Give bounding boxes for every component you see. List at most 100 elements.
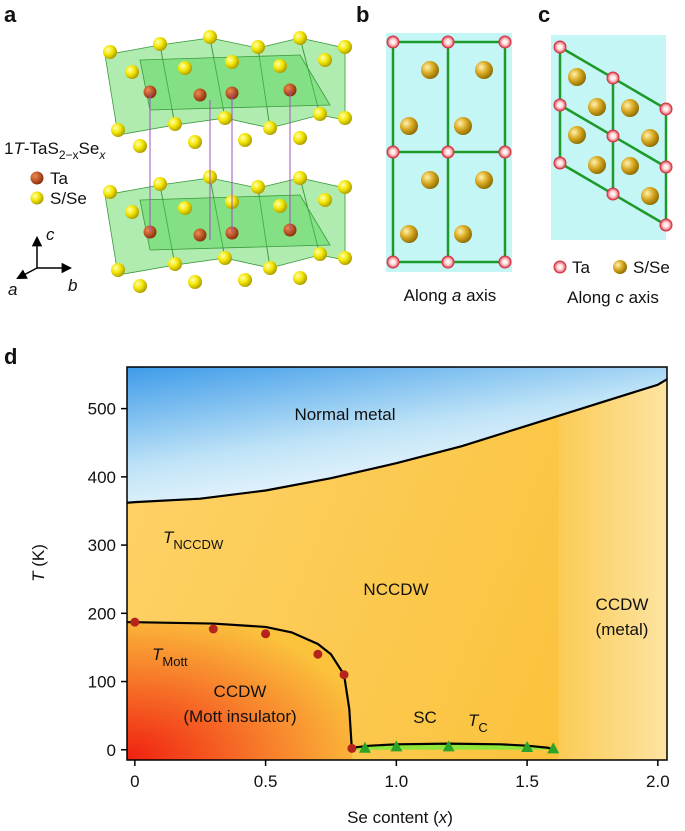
s-atom — [293, 131, 307, 145]
ta-atom — [553, 156, 567, 170]
caption-part: axis — [624, 288, 659, 307]
s-atom — [133, 279, 147, 293]
annotation-text: CCDW — [596, 595, 649, 614]
s-atom — [338, 111, 352, 125]
s-atom — [251, 40, 265, 54]
mott-point — [347, 743, 357, 753]
annotation-text: T — [163, 528, 175, 547]
s-atom — [313, 247, 327, 261]
s-atom — [168, 117, 182, 131]
crystal-structure — [103, 30, 352, 293]
s-atom — [454, 117, 472, 135]
formula-part: x — [98, 148, 106, 162]
boundary-line — [126, 378, 668, 504]
s-atom — [153, 37, 167, 51]
caption: Along a axis — [404, 286, 497, 305]
ta-atom — [498, 145, 512, 159]
ta-atom — [441, 255, 455, 269]
s-atom — [178, 61, 192, 75]
s-atom — [400, 225, 418, 243]
ta-atom — [659, 160, 673, 174]
s-atom — [203, 30, 217, 44]
s-atom — [263, 121, 277, 135]
ta-atom — [659, 218, 673, 232]
s-atom — [153, 177, 167, 191]
axis-letter: a — [8, 280, 17, 299]
s-atom — [168, 257, 182, 271]
projection-a — [386, 35, 512, 269]
annotation-text: T — [152, 645, 164, 664]
s-atom — [400, 117, 418, 135]
ta-atom — [441, 35, 455, 49]
annotation-text: NCCDW — [363, 580, 428, 599]
caption-part: a — [452, 286, 461, 305]
annotation-sub: Mott — [162, 654, 188, 669]
s-atom — [293, 171, 307, 185]
s-atom — [125, 205, 139, 219]
ta-atom — [606, 71, 620, 85]
formula-part: Se — [79, 139, 100, 158]
s-atom — [454, 225, 472, 243]
y-axis-label: T (K) — [29, 544, 48, 582]
tc-point — [521, 741, 534, 753]
legend-marker — [553, 260, 567, 274]
annotation-sub: C — [478, 720, 487, 735]
s-atom — [338, 40, 352, 54]
y-label-part: (K) — [29, 544, 48, 571]
legend-marker — [613, 260, 627, 274]
s-atom — [133, 139, 147, 153]
s-atom — [338, 180, 352, 194]
x-label-part: Se content ( — [347, 808, 439, 827]
ta-atom — [441, 145, 455, 159]
s-atom — [103, 45, 117, 59]
mott-point — [208, 624, 218, 634]
ta-atom — [386, 145, 400, 159]
s-atom — [188, 275, 202, 289]
y-tick-label: 200 — [88, 604, 116, 623]
s-atom — [568, 126, 586, 144]
legend-label: Ta — [50, 169, 69, 188]
s-atom — [293, 271, 307, 285]
annotation: TC — [468, 711, 488, 735]
legend-label: Ta — [572, 258, 591, 277]
annotation: CCDW — [214, 682, 267, 701]
annotation-text: SC — [413, 708, 437, 727]
annotation: NCCDW — [363, 580, 428, 599]
s-atom — [188, 135, 202, 149]
annotation-sub: NCCDW — [173, 537, 224, 552]
caption-part: axis — [461, 286, 496, 305]
tc-point — [358, 741, 371, 753]
s-atom — [103, 185, 117, 199]
axis-letter: b — [68, 276, 77, 295]
caption-part: Along — [567, 288, 615, 307]
x-tick-label: 2.0 — [646, 772, 670, 791]
ta-atom — [659, 102, 673, 116]
annotation: TMott — [152, 645, 188, 669]
s-atom — [251, 180, 265, 194]
s-atom — [125, 65, 139, 79]
x-tick-label: 1.5 — [515, 772, 539, 791]
s-atom — [588, 156, 606, 174]
legend-label: S/Se — [633, 258, 670, 277]
s-atom — [641, 129, 659, 147]
ta-atom — [193, 228, 207, 242]
region-normal-metal — [127, 367, 667, 503]
ta-atom — [553, 98, 567, 112]
mott-point — [339, 670, 349, 680]
x-label-part: ) — [447, 808, 453, 827]
annotation: (Mott insulator) — [183, 707, 296, 726]
s-atom — [273, 59, 287, 73]
panel-label: d — [4, 344, 17, 369]
s-atom — [568, 68, 586, 86]
ta-atom — [193, 88, 207, 102]
s-atom — [218, 111, 232, 125]
s-atom — [225, 55, 239, 69]
mott-point — [261, 629, 271, 639]
y-tick-label: 400 — [88, 468, 116, 487]
x-label-part: x — [438, 808, 448, 827]
s-atom — [178, 201, 192, 215]
y-tick-label: 300 — [88, 536, 116, 555]
formula-part: T — [13, 139, 25, 158]
x-tick-label: 0 — [130, 772, 139, 791]
